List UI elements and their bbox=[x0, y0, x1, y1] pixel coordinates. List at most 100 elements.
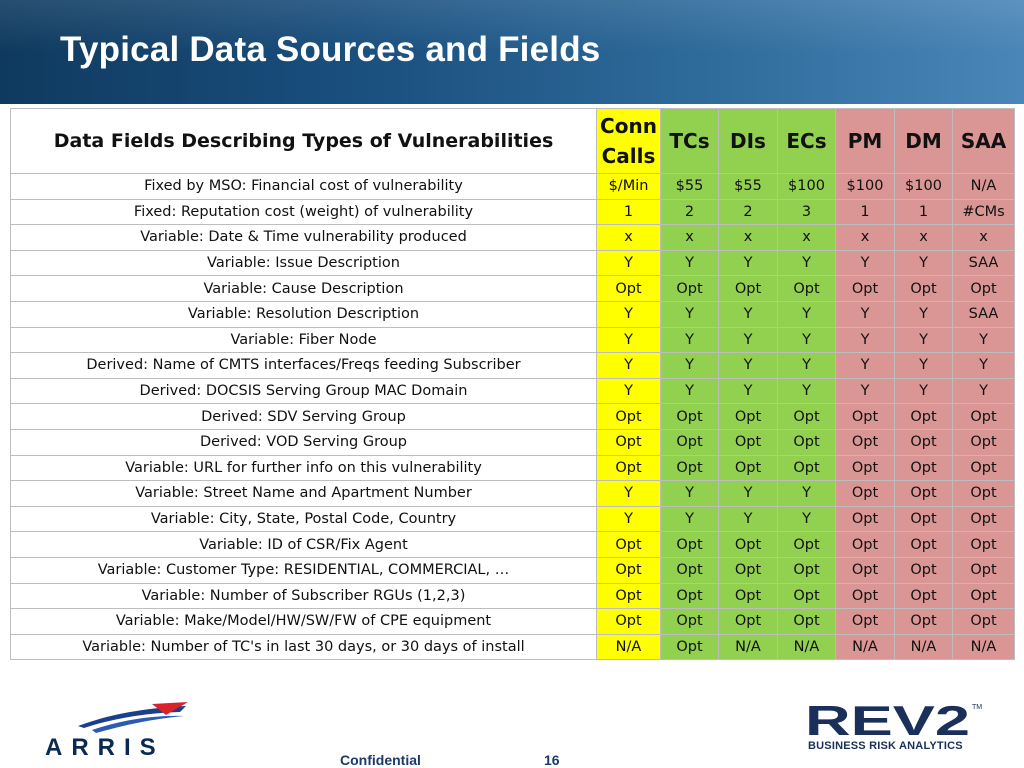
value-cell: #CMs bbox=[952, 198, 1015, 226]
value-cell: Y bbox=[660, 352, 719, 379]
value-cell: Y bbox=[718, 300, 778, 328]
value-cell: $55 bbox=[660, 173, 719, 200]
rev2-subtitle: BUSINESS RISK ANALYTICS bbox=[808, 740, 963, 752]
value-cell: Opt bbox=[952, 582, 1015, 610]
value-cell: Y bbox=[718, 352, 778, 379]
field-name-cell: Variable: Date & Time vulnerability prod… bbox=[10, 224, 597, 251]
value-cell: Opt bbox=[596, 428, 661, 456]
table-row: Derived: SDV Serving Group Opt Opt Opt Opt Op… bbox=[10, 403, 1015, 430]
column-header: DM bbox=[894, 108, 953, 174]
value-cell: $100 bbox=[894, 173, 953, 200]
column-header: DIs bbox=[718, 108, 778, 174]
page-title: Typical Data Sources and Fields bbox=[60, 30, 601, 69]
value-cell: Opt bbox=[718, 556, 778, 584]
field-name-cell: Derived: DOCSIS Serving Group MAC Domain bbox=[10, 377, 597, 405]
rev2-logo: REV2 TM BUSINESS RISK ANALYTICS bbox=[805, 700, 985, 756]
value-cell: Opt bbox=[952, 480, 1015, 507]
value-cell: Y bbox=[596, 505, 661, 533]
value-cell: Y bbox=[835, 249, 895, 277]
value-cell: Opt bbox=[894, 275, 953, 302]
value-cell: 3 bbox=[777, 198, 836, 226]
value-cell: Opt bbox=[660, 608, 719, 635]
value-cell: Y bbox=[596, 377, 661, 405]
value-cell: Opt bbox=[718, 582, 778, 610]
value-cell: x bbox=[660, 224, 719, 251]
value-cell: 2 bbox=[718, 198, 778, 226]
value-cell: Y bbox=[835, 352, 895, 379]
value-cell: Opt bbox=[952, 556, 1015, 584]
table-row: Variable: Number of TC's in last 30 days… bbox=[10, 633, 1015, 661]
value-cell: Y bbox=[894, 352, 953, 379]
value-cell: x bbox=[894, 224, 953, 251]
value-cell: 2 bbox=[660, 198, 719, 226]
field-name-cell: Variable: Number of TC's in last 30 days… bbox=[10, 633, 597, 661]
value-cell: Opt bbox=[660, 531, 719, 558]
value-cell: Y bbox=[952, 352, 1015, 379]
title-bar-gradient bbox=[0, 0, 1024, 52]
arris-logo-text: ARRIS bbox=[45, 734, 165, 761]
value-cell: Y bbox=[835, 326, 895, 354]
value-cell: Y bbox=[777, 480, 836, 507]
vulnerability-data-table: Data Fields Describing Types of Vulnerab… bbox=[10, 108, 1015, 661]
value-cell: N/A bbox=[835, 633, 895, 661]
column-header: TCs bbox=[660, 108, 719, 174]
value-cell: N/A bbox=[596, 633, 661, 661]
table-container: Data Fields Describing Types of Vulnerab… bbox=[10, 108, 1015, 661]
value-cell: Opt bbox=[894, 480, 953, 507]
table-row: Derived: DOCSIS Serving Group MAC Domain… bbox=[10, 377, 1015, 405]
title-bar: Typical Data Sources and Fields bbox=[0, 0, 1024, 104]
value-cell: Y bbox=[718, 249, 778, 277]
value-cell: Opt bbox=[835, 582, 895, 610]
value-cell: Opt bbox=[952, 428, 1015, 456]
value-cell: N/A bbox=[777, 633, 836, 661]
value-cell: Opt bbox=[835, 275, 895, 302]
value-cell: Y bbox=[718, 377, 778, 405]
value-cell: Opt bbox=[835, 480, 895, 507]
value-cell: Opt bbox=[718, 403, 778, 430]
value-cell: Opt bbox=[835, 428, 895, 456]
value-cell: Opt bbox=[596, 608, 661, 635]
value-cell: Y bbox=[777, 505, 836, 533]
field-name-cell: Variable: Issue Description bbox=[10, 249, 597, 277]
value-cell: Opt bbox=[835, 608, 895, 635]
value-cell: Opt bbox=[894, 608, 953, 635]
value-cell: Opt bbox=[835, 454, 895, 482]
table-row: Variable: Resolution Description Y Y Y Y Y Y SA… bbox=[10, 300, 1015, 328]
value-cell: Opt bbox=[718, 275, 778, 302]
column-header: SAA bbox=[952, 108, 1015, 174]
value-cell: Opt bbox=[894, 582, 953, 610]
table-row: Fixed: Reputation cost (weight) of vulne… bbox=[10, 198, 1015, 226]
value-cell: Y bbox=[596, 352, 661, 379]
value-cell: Y bbox=[660, 480, 719, 507]
value-cell: Opt bbox=[660, 582, 719, 610]
table-row: Variable: City, State, Postal Code, Coun… bbox=[10, 505, 1015, 533]
value-cell: Opt bbox=[660, 403, 719, 430]
value-cell: 1 bbox=[596, 198, 661, 226]
table-row: Variable: Date & Time vulnerability prod… bbox=[10, 224, 1015, 251]
value-cell: x bbox=[596, 224, 661, 251]
field-name-cell: Fixed by MSO: Financial cost of vulnerab… bbox=[10, 173, 597, 200]
value-cell: Opt bbox=[894, 556, 953, 584]
table-row: Derived: VOD Serving Group Opt Opt Opt Opt Op… bbox=[10, 428, 1015, 456]
column-header: ECs bbox=[777, 108, 836, 174]
value-cell: Opt bbox=[835, 505, 895, 533]
value-cell: $/Min bbox=[596, 173, 661, 200]
value-cell: Opt bbox=[894, 505, 953, 533]
value-cell: Opt bbox=[777, 403, 836, 430]
value-cell: $100 bbox=[835, 173, 895, 200]
value-cell: Y bbox=[660, 249, 719, 277]
value-cell: Opt bbox=[596, 275, 661, 302]
value-cell: Y bbox=[777, 352, 836, 379]
rev2-wordmark-text: REV2 bbox=[805, 700, 970, 740]
value-cell: Y bbox=[660, 326, 719, 354]
value-cell: Opt bbox=[835, 556, 895, 584]
value-cell: Opt bbox=[952, 608, 1015, 635]
value-cell: Y bbox=[777, 326, 836, 354]
value-cell: Opt bbox=[660, 454, 719, 482]
value-cell: Opt bbox=[952, 531, 1015, 558]
field-name-cell: Derived: Name of CMTS interfaces/Freqs f… bbox=[10, 352, 597, 379]
value-cell: Y bbox=[596, 249, 661, 277]
value-cell: Opt bbox=[777, 582, 836, 610]
value-cell: Opt bbox=[952, 275, 1015, 302]
value-cell: N/A bbox=[894, 633, 953, 661]
